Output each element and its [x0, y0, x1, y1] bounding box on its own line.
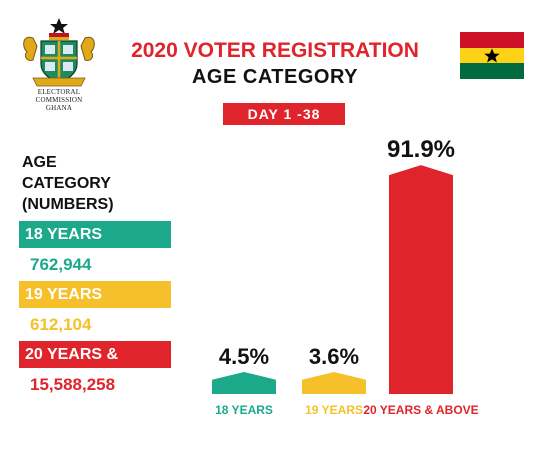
x-tick-label-20-years-above: 20 YEARS & ABOVE	[363, 403, 478, 417]
legend-heading: AGE CATEGORY (NUMBERS)	[22, 152, 114, 215]
value-label-19-years: 3.6%	[309, 344, 359, 369]
logo-caption-line2: GHANA	[45, 104, 73, 112]
coat-of-arms-icon	[23, 18, 95, 87]
legend-heading-line3: (NUMBERS)	[22, 196, 114, 213]
x-tick-label-18-years: 18 YEARS	[215, 403, 273, 417]
legend-label-20-years-above: 20 YEARS & ABOVE	[19, 341, 171, 390]
legend-label-19-years: 19 YEARS	[19, 281, 171, 308]
legend-value-18-years: 762,944	[30, 255, 92, 274]
bar-20-years-above	[389, 165, 453, 394]
legend-value-20-years-above: 15,588,258	[30, 375, 116, 394]
legend-heading-line2: CATEGORY	[22, 175, 111, 192]
title-line2: AGE CATEGORY	[191, 66, 358, 88]
page-title: 2020 VOTER REGISTRATION AGE CATEGORY	[110, 38, 440, 90]
bar-19-years	[302, 372, 366, 394]
electoral-commission-logo: ELECTORAL COMMISSION GHANA	[14, 16, 104, 112]
logo-caption: ELECTORAL COMMISSION GHANA	[14, 88, 104, 112]
title-line1: 2020 VOTER REGISTRATION	[131, 39, 419, 62]
value-label-18-years: 4.5%	[219, 344, 269, 369]
legend-heading-line1: AGE	[22, 154, 57, 171]
day-range-badge: DAY 1 -38	[223, 103, 345, 125]
age-category-bar-chart: 4.5% 18 YEARS 3.6% 19 YEARS 91.9% 20 YEARS & …	[212, 136, 479, 417]
ghana-flag-icon	[460, 32, 524, 79]
bar-18-years	[212, 372, 276, 394]
x-tick-label-19-years: 19 YEARS	[305, 403, 363, 417]
logo-caption-line1: ELECTORAL COMMISSION	[35, 88, 83, 104]
legend-value-19-years: 612,104	[30, 315, 92, 334]
legend-label-18-years: 18 YEARS	[19, 221, 171, 248]
value-label-20-years-above: 91.9%	[387, 136, 455, 163]
